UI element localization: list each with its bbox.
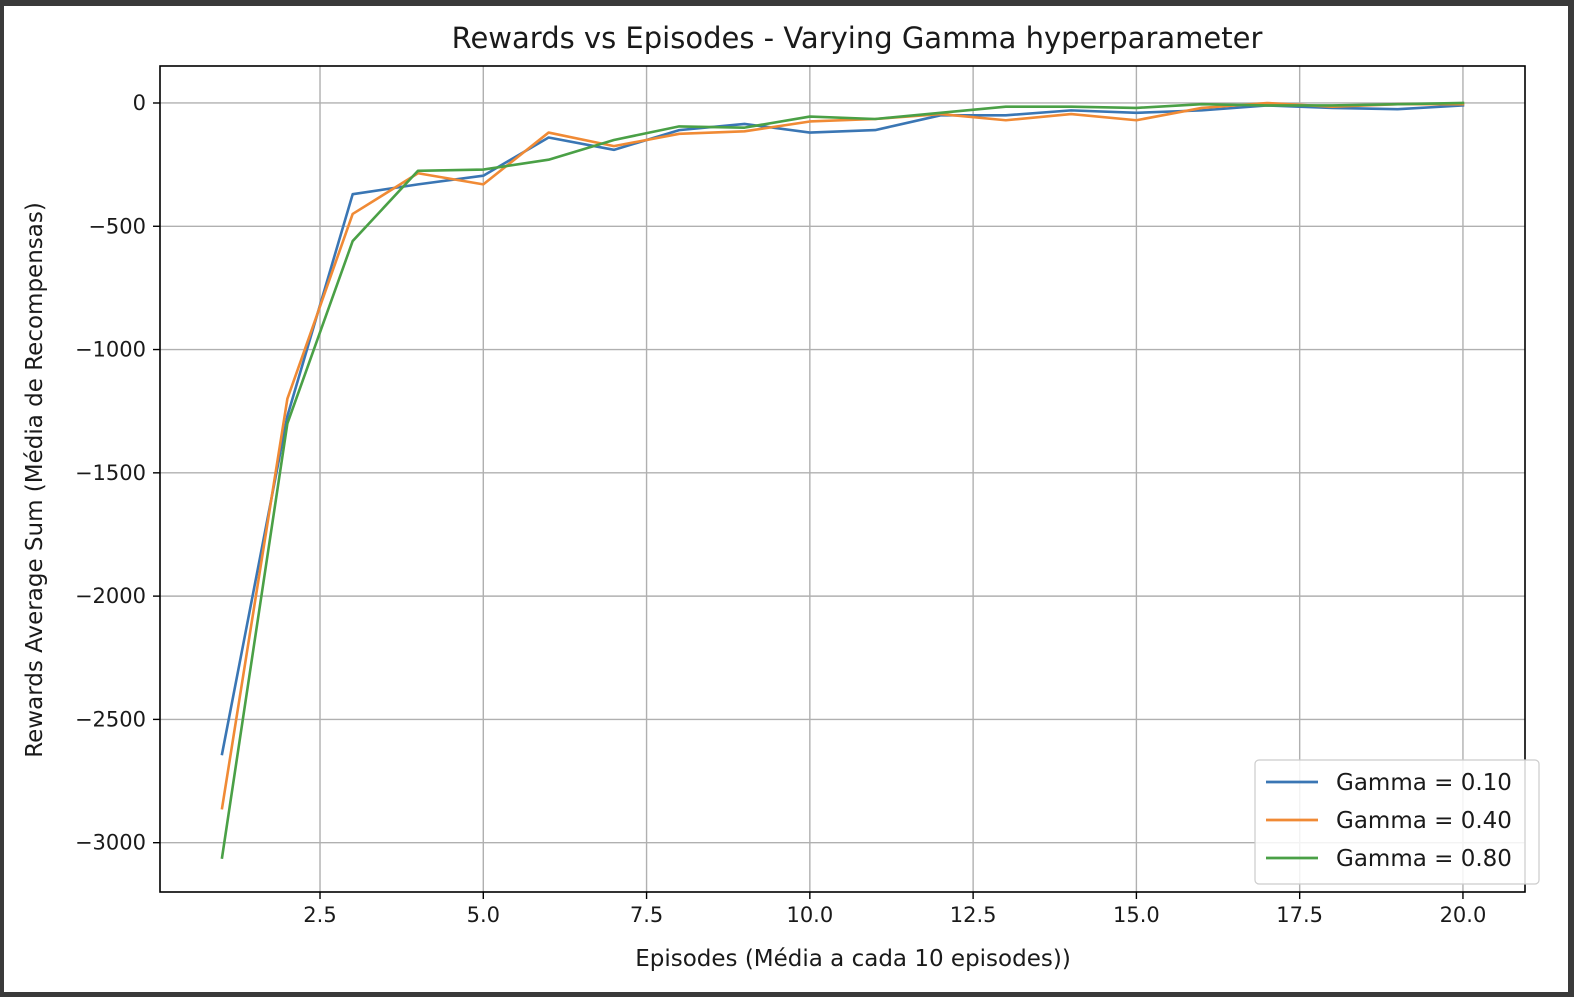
y-tick-label: −500 [88,214,146,238]
series-line-3 [220,101,1465,859]
x-axis-label: Episodes (Média a cada 10 episodes)) [635,946,1071,972]
y-axis-label: Rewards Average Sum (Média de Recompensa… [22,202,48,758]
y-tick-label: −1500 [75,461,146,485]
x-axis-ticks: 2.5 5.0 7.5 10.0 12.5 15.0 17.5 20.0 [303,892,1486,927]
series-layer [220,101,1465,859]
legend-box [1254,759,1540,885]
legend-label: Gamma = 0.40 [1336,808,1512,834]
y-tick-label: −2500 [75,707,146,731]
y-tick-label: −3000 [75,831,146,855]
x-tick-label: 15.0 [1113,903,1160,927]
line-chart: Rewards vs Episodes - Varying Gamma hype… [4,6,1568,992]
x-tick-label: 10.0 [786,903,833,927]
x-tick-label: 2.5 [303,903,336,927]
y-tick-label: −2000 [75,584,146,608]
chart-title: Rewards vs Episodes - Varying Gamma hype… [452,21,1263,55]
y-axis-ticks: 0 −500 −1000 −1500 −2000 −2500 −3000 [75,91,160,855]
x-tick-label: 17.5 [1276,903,1323,927]
y-tick-label: −1000 [75,338,146,362]
x-tick-label: 7.5 [630,903,663,927]
legend-label: Gamma = 0.10 [1336,770,1512,796]
legend: Gamma = 0.10 Gamma = 0.40 Gamma = 0.80 [1254,759,1540,885]
grid [160,66,1525,892]
figure: Rewards vs Episodes - Varying Gamma hype… [4,6,1568,992]
y-tick-label: 0 [133,91,146,115]
x-tick-label: 5.0 [467,903,500,927]
x-tick-label: 12.5 [950,903,997,927]
series-line-2 [220,101,1465,810]
x-tick-label: 20.0 [1440,903,1487,927]
legend-label: Gamma = 0.80 [1336,846,1512,872]
plot-frame [159,65,1526,893]
